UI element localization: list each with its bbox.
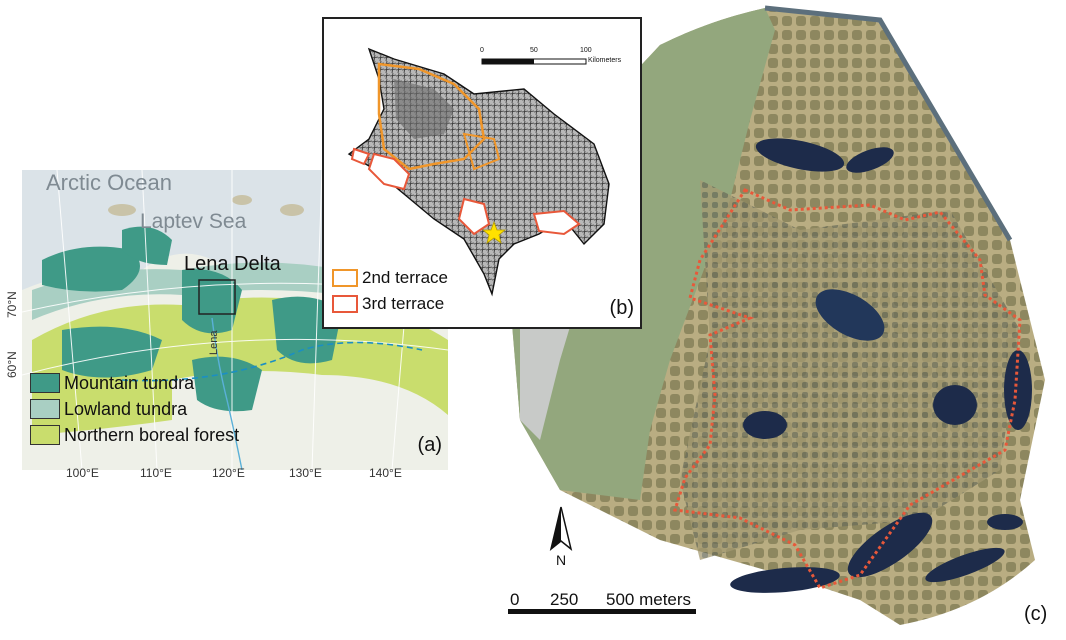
longitude-label: 130°E xyxy=(289,466,322,480)
legend-label: 3rd terrace xyxy=(362,294,445,313)
north-arrow xyxy=(549,505,573,556)
longitude-label: 100°E xyxy=(66,466,99,480)
delta-map-panel: 0 50 100 Kilometers 2nd terrace 3rd terr… xyxy=(322,17,642,329)
latitude-label: 70°N xyxy=(5,291,19,318)
panel-a-tag: (a) xyxy=(417,434,442,456)
lena-delta-label: Lena Delta xyxy=(184,253,281,275)
north-arrow-icon xyxy=(549,506,573,551)
longitude-label: 140°E xyxy=(369,466,402,480)
km-scale-unit: Kilometers xyxy=(588,57,622,64)
longitude-label: 120°E xyxy=(212,466,245,480)
aerial-image-graphic xyxy=(510,5,1045,625)
2nd-terrace-swatch xyxy=(332,269,358,287)
map-legend: Mountain tundra Lowland tundra Northern … xyxy=(30,370,239,448)
latitude-label: 60°N xyxy=(5,351,19,378)
scale-tick-label: 250 xyxy=(550,590,579,609)
aerial-image-panel: N 0 250 500 meters (c) xyxy=(500,0,1066,635)
legend-label: 2nd terrace xyxy=(362,268,448,287)
km-scale-tick: 100 xyxy=(580,47,592,54)
legend-label: Northern boreal forest xyxy=(64,424,240,445)
legend-item-3rd-terrace: 3rd terrace xyxy=(332,291,448,317)
scale-bar xyxy=(508,609,696,614)
scale-tick-label: 0 xyxy=(510,590,520,609)
scale-tick-label: 500 meters xyxy=(606,590,692,609)
panel-b-tag: (b) xyxy=(609,297,634,319)
boreal-forest-swatch xyxy=(30,425,60,445)
laptev-sea-label: Laptev Sea xyxy=(140,210,247,233)
longitude-label: 110°E xyxy=(140,466,172,480)
legend-item-boreal-forest: Northern boreal forest xyxy=(30,422,239,448)
km-scale-tick: 0 xyxy=(480,47,484,54)
north-label: N xyxy=(556,552,567,568)
lena-river-label: Lena xyxy=(208,330,220,355)
3rd-terrace-swatch xyxy=(332,295,358,313)
mountain-tundra-swatch xyxy=(30,373,60,393)
terrace-legend: 2nd terrace 3rd terrace xyxy=(332,265,448,317)
panel-c-tag: (c) xyxy=(1024,603,1048,625)
delta-map-graphic xyxy=(347,47,610,297)
lowland-tundra-swatch xyxy=(30,399,60,419)
legend-item-mountain-tundra: Mountain tundra xyxy=(30,370,239,396)
site-star-icon xyxy=(481,220,507,244)
km-scale-tick: 50 xyxy=(530,47,538,54)
arctic-ocean-label: Arctic Ocean xyxy=(46,170,172,195)
legend-label: Mountain tundra xyxy=(64,372,195,393)
legend-label: Lowland tundra xyxy=(64,398,188,419)
legend-item-2nd-terrace: 2nd terrace xyxy=(332,265,448,291)
legend-item-lowland-tundra: Lowland tundra xyxy=(30,396,239,422)
